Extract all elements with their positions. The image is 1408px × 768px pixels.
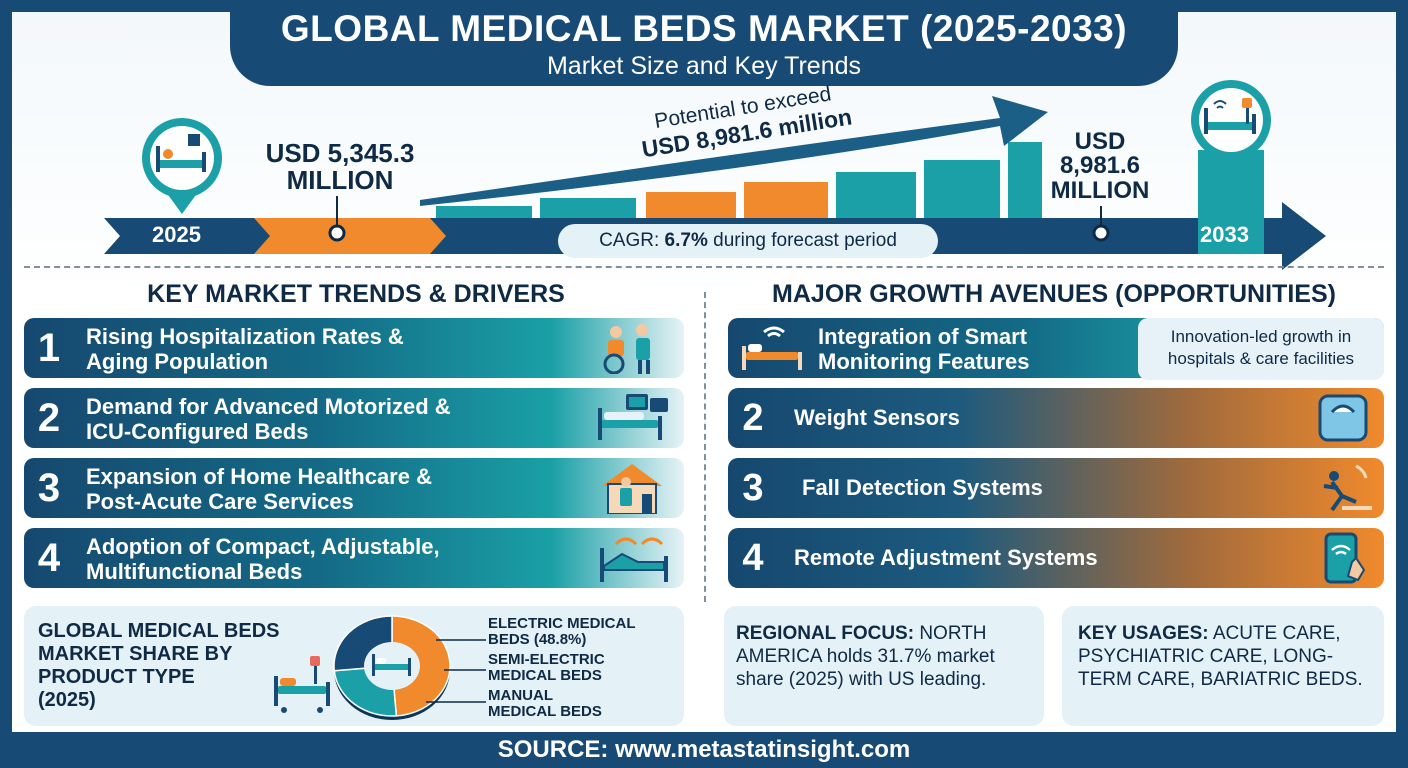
legend-electric: ELECTRIC MEDICAL BEDS (48.8%) — [488, 615, 636, 648]
regional-body: NORTH AMERICA holds 31.7% market share (… — [736, 623, 995, 690]
start-value: USD 5,345.3 MILLION — [250, 140, 430, 193]
section-divider — [24, 266, 1384, 268]
marker-2033 — [1092, 224, 1110, 242]
trend-text: Demand for Advanced Motorized & ICU-Conf… — [86, 394, 451, 444]
year-2025-label: 2025 — [152, 222, 201, 247]
trend-text: Adoption of Compact, Adjustable, Multifu… — [86, 534, 440, 584]
fall-detection-icon — [1323, 464, 1372, 512]
growth-number: 3 — [742, 467, 764, 509]
trend-text: Expansion of Home Healthcare & Post-Acut… — [86, 464, 432, 514]
growth-item-4: 4 Remote Adjustment Systems — [728, 528, 1384, 588]
trend-item-2: 2 Demand for Advanced Motorized & ICU-Co… — [24, 388, 684, 448]
growth-number: 4 — [742, 537, 764, 579]
trend-item-3: 3 Expansion of Home Healthcare & Post-Ac… — [24, 458, 684, 518]
growth-bar-6 — [924, 160, 1000, 220]
page-subtitle: Market Size and Key Trends — [546, 52, 862, 80]
usages-text: KEY USAGES: ACUTE CARE, PSYCHIATRIC CARE… — [1078, 622, 1378, 691]
growth-bar-7 — [1008, 142, 1042, 220]
icu-bed-icon — [598, 394, 668, 440]
growth-bar-1 — [436, 206, 532, 220]
bed-pin-2033-icon — [1191, 80, 1271, 176]
start-value-amount: USD 5,345.3 — [265, 138, 415, 168]
growth-text: Weight Sensors — [794, 405, 960, 430]
hospital-bed-icon — [274, 656, 330, 713]
pie-center-bed-icon — [372, 654, 411, 676]
trend-text: Rising Hospitalization Rates & Aging Pop… — [86, 324, 404, 374]
regional-label: REGIONAL FOCUS: — [736, 623, 915, 644]
smartphone-icon — [1324, 532, 1366, 584]
year-2033-label: 2033 — [1200, 222, 1249, 247]
growth-number: 2 — [742, 397, 764, 439]
cagr-badge: CAGR: 6.7% during forecast period — [558, 224, 938, 258]
growth-text: Integration of Smart Monitoring Features — [818, 324, 1030, 374]
growth-bar-2 — [540, 198, 636, 220]
end-value-amount: 8,981.6 — [1059, 152, 1141, 180]
end-value: USD 8,981.6 MILLION — [1040, 128, 1160, 204]
usages-panel — [1062, 606, 1384, 726]
growth-note: Innovation-led growth in hospitals & car… — [1138, 318, 1384, 380]
cagr-suffix: during forecast period — [713, 230, 897, 251]
cagr-prefix: CAGR: — [599, 230, 660, 251]
bed-pin-2025-icon — [142, 118, 222, 214]
pie-slice-electric — [391, 615, 451, 717]
marker-2025 — [328, 224, 346, 242]
trend-item-4: 4 Adoption of Compact, Adjustable, Multi… — [24, 528, 684, 588]
end-value-unit: MILLION — [1050, 176, 1150, 204]
timeline-orange-segment — [254, 218, 446, 254]
growth-title: MAJOR GROWTH AVENUES (OPPORTUNITIES) — [772, 280, 1336, 308]
growth-item-2: 2 Weight Sensors — [728, 388, 1384, 448]
page-title: GLOBAL MEDICAL BEDS MARKET (2025-2033) — [280, 8, 1128, 49]
growth-bar-3 — [646, 192, 736, 220]
legend-manual: MANUAL MEDICAL BEDS — [488, 687, 602, 720]
growth-arrow — [420, 96, 1048, 206]
growth-bar-4 — [744, 182, 828, 220]
growth-item-3: 3 Fall Detection Systems — [728, 458, 1384, 518]
growth-text: Remote Adjustment Systems — [794, 545, 1098, 570]
end-value-currency: USD — [1074, 128, 1126, 155]
trend-item-1: 1 Rising Hospitalization Rates & Aging P… — [24, 318, 684, 378]
growth-text: Fall Detection Systems — [802, 475, 1043, 500]
start-value-unit: MILLION — [286, 164, 394, 195]
column-divider — [704, 292, 706, 602]
growth-bar-5 — [836, 172, 916, 220]
elderly-care-icon — [603, 324, 650, 374]
trend-number: 4 — [37, 536, 61, 580]
legend-semi-electric: SEMI-ELECTRIC MEDICAL BEDS — [488, 651, 605, 684]
regional-panel — [724, 606, 1044, 726]
trend-number: 1 — [37, 326, 61, 370]
regional-text: REGIONAL FOCUS: NORTH AMERICA holds 31.7… — [736, 622, 1036, 691]
header-banner: GLOBAL MEDICAL BEDS MARKET (2025-2033) M… — [230, 0, 1178, 86]
trends-title: KEY MARKET TRENDS & DRIVERS — [147, 280, 565, 308]
source-footer: SOURCE: www.metastatinsight.com — [0, 732, 1408, 768]
adjustable-bed-icon — [600, 537, 668, 582]
trend-number: 3 — [37, 466, 61, 510]
smart-bed-icon — [742, 326, 802, 370]
usages-body: ACUTE CARE, PSYCHIATRIC CARE, LONG-TERM … — [1078, 623, 1363, 690]
chart-title: GLOBAL MEDICAL BEDS MARKET SHARE BY PROD… — [38, 620, 280, 711]
scale-icon — [1318, 394, 1368, 442]
cagr-value: 6.7% — [664, 230, 708, 251]
home-care-icon — [602, 464, 662, 514]
usages-label: KEY USAGES: — [1078, 623, 1209, 644]
pie-chart — [333, 615, 486, 720]
trend-number: 2 — [37, 396, 61, 440]
